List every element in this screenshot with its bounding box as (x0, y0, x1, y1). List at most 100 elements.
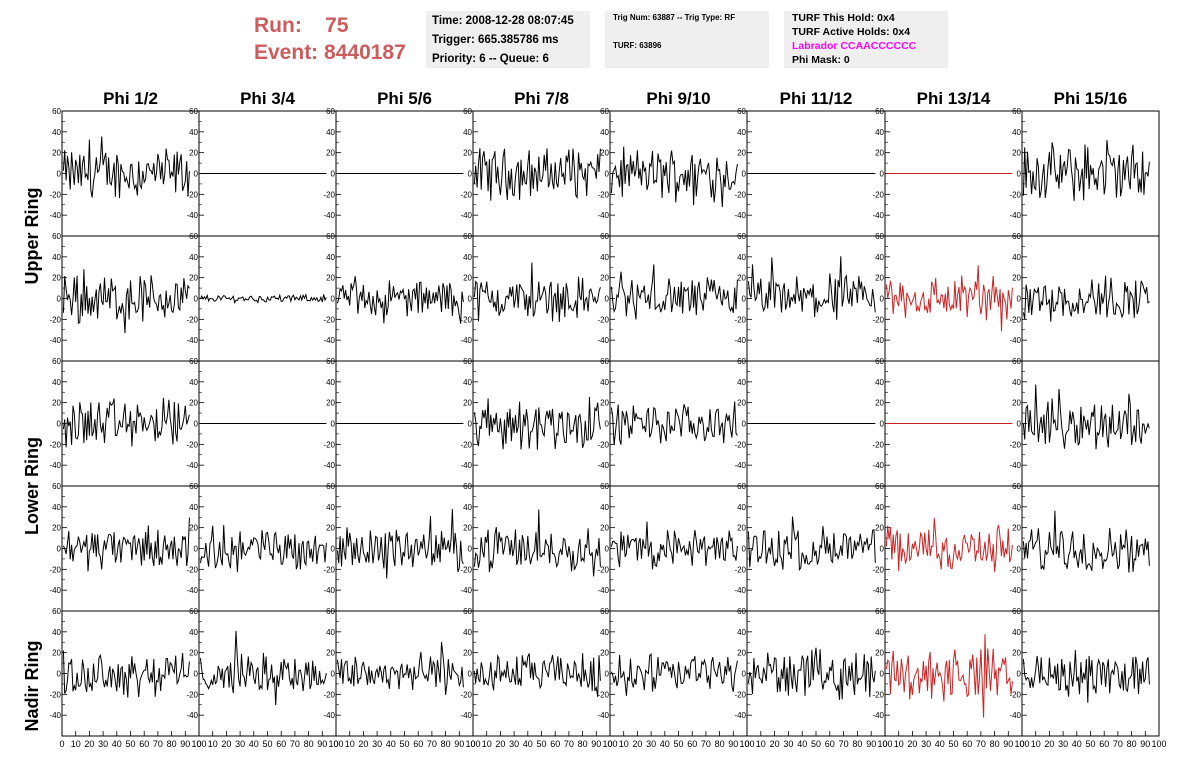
y-tick-label: 60 (1012, 357, 1021, 366)
x-tick-label: 40 (935, 739, 945, 749)
y-tick-label: 40 (1012, 378, 1021, 387)
y-tick-label: -20 (460, 690, 472, 699)
waveform-trace (885, 265, 1013, 332)
y-tick-label: 60 (52, 607, 61, 616)
x-tick-label: 80 (715, 739, 725, 749)
x-tick-label: 20 (358, 739, 368, 749)
y-tick-label: 40 (326, 128, 335, 137)
x-tick-label: 0 (333, 739, 338, 749)
y-tick-label: 0 (605, 170, 610, 179)
panel-frame (472, 110, 611, 237)
y-tick-label: 20 (737, 149, 746, 158)
y-tick-label: 0 (57, 295, 62, 304)
y-tick-label: 0 (1017, 545, 1022, 554)
y-tick-label: 40 (326, 628, 335, 637)
x-tick-label: 100 (328, 739, 343, 749)
y-tick-label: 60 (52, 357, 61, 366)
x-tick-label: 50 (811, 739, 821, 749)
x-tick-label: 100 (877, 739, 892, 749)
x-tick-label: 30 (98, 739, 108, 749)
y-tick-label: -20 (734, 565, 746, 574)
y-tick-label: -40 (460, 211, 472, 220)
x-tick-label: 10 (208, 739, 218, 749)
y-tick-label: 40 (463, 128, 472, 137)
y-tick-label: -40 (597, 586, 609, 595)
waveform-trace (610, 401, 738, 446)
y-tick-label: 20 (463, 274, 472, 283)
y-tick-label: 40 (463, 253, 472, 262)
y-tick-label: 0 (1017, 295, 1022, 304)
x-tick-label: 10 (345, 739, 355, 749)
y-tick-label: -20 (872, 440, 884, 449)
x-tick-label: 40 (660, 739, 670, 749)
y-tick-label: -40 (872, 461, 884, 470)
y-tick-label: 40 (189, 628, 198, 637)
panel-frame (884, 485, 1023, 612)
y-tick-label: 20 (463, 649, 472, 658)
y-tick-label: 20 (600, 274, 609, 283)
y-tick-label: 60 (189, 232, 198, 241)
y-tick-label: 0 (880, 295, 885, 304)
y-tick-label: -20 (1009, 565, 1021, 574)
y-tick-label: -20 (734, 190, 746, 199)
y-tick-label: -20 (597, 565, 609, 574)
x-tick-label: 10 (1031, 739, 1041, 749)
y-tick-label: -40 (186, 336, 198, 345)
x-tick-label: 20 (770, 739, 780, 749)
y-tick-label: 0 (605, 670, 610, 679)
column-title: Phi 9/10 (646, 89, 710, 108)
y-tick-label: 0 (194, 170, 199, 179)
y-tick-label: 40 (189, 253, 198, 262)
y-tick-label: -20 (734, 315, 746, 324)
turf-box: TURF This Hold: 0x4 TURF Active Holds: 0… (784, 11, 948, 68)
y-tick-label: 40 (463, 378, 472, 387)
y-tick-label: 20 (326, 149, 335, 158)
y-tick-label: 60 (326, 482, 335, 491)
x-tick-label: 40 (797, 739, 807, 749)
x-tick-label: 30 (235, 739, 245, 749)
x-tick-label: 90 (1003, 739, 1013, 749)
x-tick-label: 100 (602, 739, 617, 749)
x-tick-label: 0 (470, 739, 475, 749)
y-tick-label: -40 (323, 336, 335, 345)
y-tick-label: -20 (872, 315, 884, 324)
waveform-trace (885, 517, 1013, 572)
y-tick-label: 40 (600, 503, 609, 512)
waveform-trace (473, 653, 601, 697)
y-tick-label: 40 (52, 503, 61, 512)
y-tick-label: -40 (49, 711, 61, 720)
y-tick-label: 60 (326, 357, 335, 366)
priority-text: Priority: 6 -- Queue: 6 (432, 53, 549, 65)
waveform-trace (1022, 510, 1150, 573)
y-tick-label: 20 (600, 149, 609, 158)
y-tick-label: 20 (875, 399, 884, 408)
y-tick-label: 40 (52, 628, 61, 637)
y-tick-label: 40 (1012, 628, 1021, 637)
y-tick-label: 60 (463, 232, 472, 241)
y-tick-label: 0 (468, 420, 473, 429)
phi-mask-text: Phi Mask: 0 (792, 54, 850, 66)
x-tick-label: 90 (1140, 739, 1150, 749)
x-tick-label: 0 (882, 739, 887, 749)
x-tick-label: 70 (290, 739, 300, 749)
x-tick-label: 10 (619, 739, 629, 749)
event-label: Event: (254, 41, 319, 64)
y-tick-label: 60 (737, 357, 746, 366)
y-tick-label: 40 (52, 378, 61, 387)
y-tick-label: -40 (734, 586, 746, 595)
y-tick-label: -20 (323, 440, 335, 449)
x-tick-label: 30 (646, 739, 656, 749)
waveform-trace (1022, 384, 1150, 450)
y-tick-label: 60 (1012, 607, 1021, 616)
y-tick-label: 0 (880, 670, 885, 679)
y-tick-label: 40 (875, 378, 884, 387)
x-tick-label: 50 (948, 739, 958, 749)
y-tick-label: 40 (326, 378, 335, 387)
x-tick-label: 100 (1151, 739, 1166, 749)
x-tick-label: 30 (372, 739, 382, 749)
y-tick-label: 40 (875, 628, 884, 637)
x-tick-label: 40 (112, 739, 122, 749)
x-tick-label: 90 (728, 739, 738, 749)
y-tick-label: 0 (57, 420, 62, 429)
x-tick-label: 70 (701, 739, 711, 749)
